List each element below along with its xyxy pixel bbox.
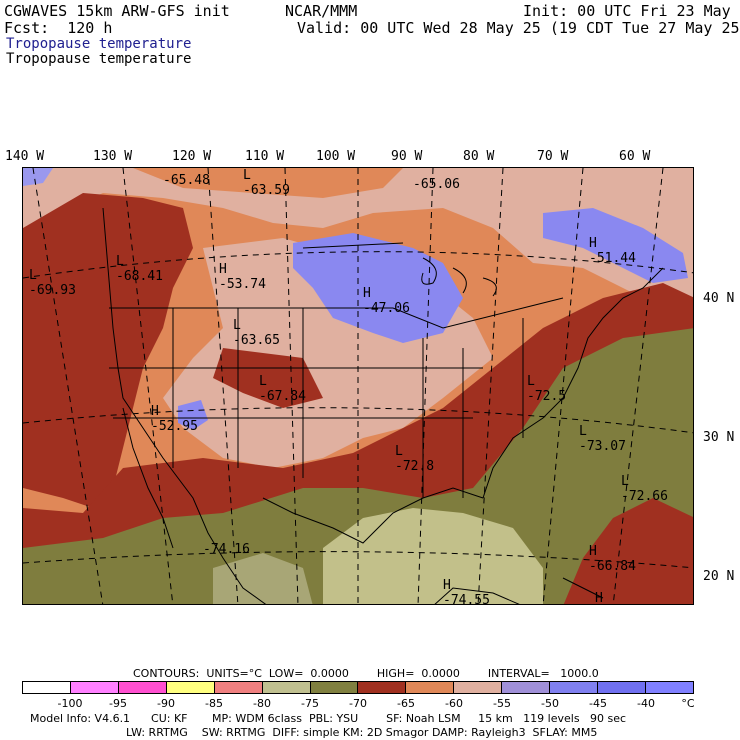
lon-label: 100 W xyxy=(316,149,356,164)
colorbar-swatch xyxy=(262,682,311,693)
model-title: CGWAVES 15km ARW-GFS init xyxy=(4,2,230,20)
colorbar-tick-label: -55 xyxy=(493,697,511,710)
colorbar-tick-label: -80 xyxy=(253,697,271,710)
colorbar-tick-label: -75 xyxy=(301,697,319,710)
colorbar-tick-label: -90 xyxy=(157,697,175,710)
colorbar-tick-label: -85 xyxy=(205,697,223,710)
colorbar-swatch xyxy=(214,682,263,693)
field-band-45-lakes xyxy=(293,233,463,343)
map-panel: -65.48 L -63.59 -65.06 L -69.93 L -68.41… xyxy=(22,167,694,605)
field-band-50-corner xyxy=(23,168,53,186)
contour-info: CONTOURS: UNITS=°C LOW= 0.0000 HIGH= 0.0… xyxy=(133,667,599,680)
colorbar-swatch xyxy=(166,682,215,693)
colorbar-swatch xyxy=(645,682,693,693)
lon-label: 140 W xyxy=(5,149,45,164)
physics-info: LW: RRTMG SW: RRTMG DIFF: simple KM: 2D … xyxy=(126,726,598,739)
colorbar-swatch xyxy=(550,682,599,693)
pressure-center: H -66.84 xyxy=(589,544,636,574)
field-title-primary: Tropopause temperature xyxy=(6,36,192,52)
pressure-center: H -52.95 xyxy=(151,404,198,434)
colorbar-swatch xyxy=(310,682,359,693)
lat-label: 20 N xyxy=(703,569,735,584)
colorbar-swatch xyxy=(118,682,167,693)
pressure-center: -65.06 xyxy=(413,177,460,192)
model-info: Model Info: V4.6.1 CU: KF MP: WDM 6class… xyxy=(30,712,627,725)
pressure-center: -65.48 xyxy=(163,173,210,188)
pressure-center: L -72.5 xyxy=(527,374,567,404)
graticule xyxy=(23,168,693,604)
field-band-75-gulf xyxy=(323,508,543,604)
colorbar-tick-label: -100 xyxy=(57,697,83,710)
colorbar-tick-label: -50 xyxy=(541,697,559,710)
pressure-center: L -63.59 xyxy=(243,168,290,198)
lon-label: 70 W xyxy=(537,149,569,164)
field-band-45-northeast xyxy=(543,208,688,283)
colorbar-tick-label: -45 xyxy=(589,697,607,710)
lon-label: 90 W xyxy=(391,149,423,164)
pressure-center: L -72.8 xyxy=(395,444,435,474)
pressure-center: L -73.07 xyxy=(579,424,626,454)
lat-label: 40 N xyxy=(703,291,735,306)
colorbar-swatch xyxy=(406,682,455,693)
coastlines xyxy=(102,207,664,604)
lon-label: 120 W xyxy=(172,149,212,164)
pressure-center: L -68.41 xyxy=(116,254,163,284)
colorbar-swatch xyxy=(454,682,503,693)
lat-label: 30 N xyxy=(703,430,735,445)
lon-label: 110 W xyxy=(245,149,285,164)
pressure-center: H xyxy=(595,591,603,605)
colorbar-tick-label: °C xyxy=(681,697,695,710)
colorbar-tick-label: -40 xyxy=(637,697,655,710)
field-band-75-mexico xyxy=(213,553,313,604)
colorbar xyxy=(22,681,694,694)
pressure-center: L -67.84 xyxy=(259,374,306,404)
colorbar-swatch xyxy=(23,682,71,693)
field-title-secondary: Tropopause temperature xyxy=(6,51,192,67)
colorbar-tick-label: -70 xyxy=(349,697,367,710)
pressure-center: H -51.44 xyxy=(589,236,636,266)
pressure-center: H -53.74 xyxy=(219,262,266,292)
colorbar-swatch xyxy=(502,682,551,693)
pressure-center: L -69.93 xyxy=(29,268,76,298)
field-band-65-rockies xyxy=(213,348,323,408)
colorbar-tick-label: -65 xyxy=(397,697,415,710)
lon-label: 80 W xyxy=(463,149,495,164)
field-band-60-north xyxy=(133,168,403,198)
colorbar-tick-label: -95 xyxy=(109,697,127,710)
colorbar-labels: -100 -95 -90 -85 -80 -75 -70 -65 -60 -55 -50 -45 -40… xyxy=(22,697,695,710)
colorbar-swatch xyxy=(70,682,119,693)
colorbar-swatch xyxy=(598,682,646,693)
pressure-center: L -63.65 xyxy=(233,318,280,348)
pressure-center: H -74.55 xyxy=(443,578,490,605)
pressure-center: H -47.06 xyxy=(363,286,410,316)
colorbar-swatch xyxy=(358,682,407,693)
map-field xyxy=(23,168,693,604)
pressure-center: -74.16 xyxy=(203,542,250,557)
field-band-65-west xyxy=(23,193,193,508)
forecast-hour: Fcst: 120 h xyxy=(4,19,113,37)
field-band-55-north xyxy=(23,168,693,318)
valid-time: Valid: 00 UTC Wed 28 May 25 (19 CDT Tue … xyxy=(297,19,740,37)
field-band-45-southwest xyxy=(178,400,208,430)
organization: NCAR/MMM xyxy=(285,2,358,20)
lon-label: 130 W xyxy=(93,149,133,164)
init-time: Init: 00 UTC Fri 23 May 25 xyxy=(523,2,740,20)
colorbar-tick-label: -60 xyxy=(445,697,463,710)
lon-label: 60 W xyxy=(619,149,651,164)
field-band-70 xyxy=(23,328,693,604)
pressure-center: L -72.66 xyxy=(621,474,668,504)
